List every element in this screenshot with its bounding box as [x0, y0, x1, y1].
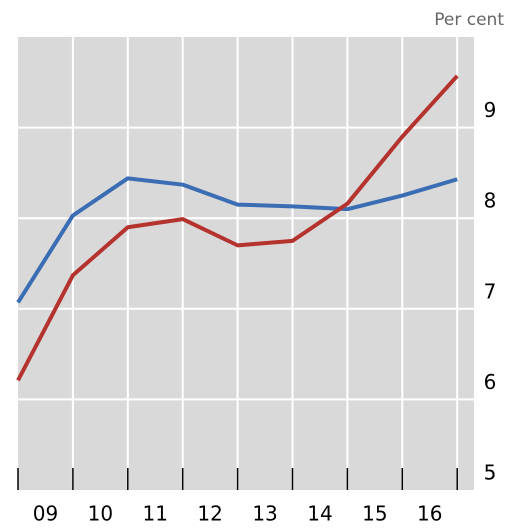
- x-tick-label: 16: [417, 502, 442, 526]
- y-tick-label: 8: [484, 189, 497, 213]
- x-tick-label: 09: [33, 502, 58, 526]
- x-tick-label: 15: [362, 502, 387, 526]
- plot-area: [18, 37, 474, 490]
- x-tick-label: 14: [307, 502, 332, 526]
- x-tick-label: 10: [88, 502, 113, 526]
- axis-unit: Per cent: [434, 10, 504, 30]
- y-tick-label: 7: [484, 279, 497, 303]
- x-tick-label: 12: [197, 502, 222, 526]
- x-tick-label: 11: [143, 502, 168, 526]
- y-tick-label: 9: [484, 98, 497, 122]
- series-line: [16, 74, 459, 382]
- y-tick-label: 6: [484, 370, 497, 394]
- series-line: [16, 176, 458, 304]
- y-tick-label: 5: [484, 461, 497, 485]
- x-tick-label: 13: [252, 502, 277, 526]
